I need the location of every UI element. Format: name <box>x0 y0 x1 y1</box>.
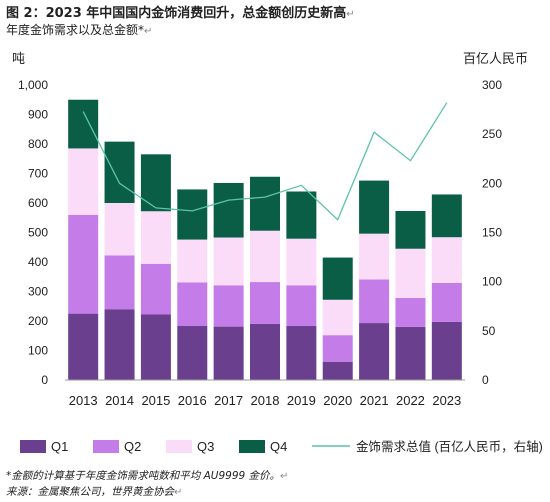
bar-q1-2017 <box>213 326 244 380</box>
y-tick-left: 1,000 <box>18 78 48 92</box>
legend-label-q2: Q2 <box>124 439 141 454</box>
bar-q4-2018 <box>250 176 280 231</box>
bar-q4-2019 <box>286 191 317 239</box>
x-tick-label: 2015 <box>141 393 170 408</box>
bar-q3-2016 <box>177 239 208 283</box>
bar-q1-2018 <box>250 323 280 380</box>
bar-q2-2013 <box>68 214 99 314</box>
y-tick-left: 800 <box>28 137 48 151</box>
bar-q1-2020 <box>322 361 353 380</box>
bar-q3-2015 <box>140 211 171 264</box>
legend-label-line: 金饰需求总值 (百亿人民币，右轴) <box>356 439 543 454</box>
bar-q2-2023 <box>431 282 462 322</box>
legend-label-q4: Q4 <box>270 439 287 454</box>
bar-q2-2022 <box>395 297 426 327</box>
y-tick-right: 150 <box>482 226 502 240</box>
y-axis-right-label: 百亿人民币 <box>463 51 528 66</box>
y-tick-left: 100 <box>28 344 48 358</box>
y-tick-left: 600 <box>28 196 48 210</box>
bar-q3-2022 <box>395 248 426 298</box>
bar-q4-2016 <box>177 189 208 240</box>
x-tick-label: 2018 <box>251 393 280 408</box>
bar-q2-2016 <box>177 282 208 327</box>
bar-q1-2021 <box>359 323 390 380</box>
bar-q3-2017 <box>213 237 244 286</box>
x-tick-label: 2023 <box>432 393 461 408</box>
bar-q4-2014 <box>104 141 135 203</box>
bar-q3-2014 <box>104 203 135 256</box>
bar-q1-2023 <box>431 321 462 380</box>
chart-subtitle: 年度金饰需求以及总金额*↵ <box>6 23 153 37</box>
y-tick-left: 300 <box>28 285 48 299</box>
legend-swatch-q3 <box>166 440 192 453</box>
x-tick-label: 2021 <box>360 393 389 408</box>
bar-q1-2013 <box>68 313 99 380</box>
bar-q2-2014 <box>104 255 135 310</box>
x-tick-label: 2016 <box>178 393 207 408</box>
bar-q1-2016 <box>177 326 208 380</box>
bar-q3-2021 <box>359 233 390 280</box>
footnote: *金额的计算基于年度金饰需求吨数和平均 AU9999 金价。↵ <box>6 470 289 482</box>
y-axis-left-label: 吨 <box>12 51 25 66</box>
page-title: 图 2：2023 年中国国内金饰消费回升，总金额创历史新高↵ <box>6 6 355 21</box>
y-tick-left: 500 <box>28 226 48 240</box>
legend-swatch-q1 <box>20 440 46 453</box>
y-tick-right: 300 <box>482 78 502 92</box>
bar-q3-2019 <box>286 238 317 286</box>
bar-q1-2015 <box>140 314 171 380</box>
bar-q2-2019 <box>286 285 317 327</box>
bar-q4-2022 <box>395 210 426 249</box>
y-tick-left: 400 <box>28 255 48 269</box>
x-tick-label: 2013 <box>69 393 98 408</box>
bar-q4-2023 <box>431 194 462 238</box>
bar-q3-2018 <box>250 230 280 283</box>
x-tick-label: 2022 <box>396 393 425 408</box>
bar-q4-2017 <box>213 182 244 238</box>
x-tick-label: 2019 <box>287 393 316 408</box>
y-tick-left: 0 <box>41 373 48 387</box>
x-tick-label: 2020 <box>323 393 352 408</box>
bar-q4-2015 <box>140 154 171 212</box>
x-tick-label: 2014 <box>105 393 134 408</box>
y-tick-right: 200 <box>482 176 502 190</box>
source-note: 来源：金属聚焦公司，世界黄金协会↵ <box>6 486 183 498</box>
bar-q2-2015 <box>140 263 171 315</box>
line-series-total-value <box>82 102 448 221</box>
y-tick-right: 50 <box>482 324 496 338</box>
y-tick-right: 250 <box>482 127 502 141</box>
bar-q4-2021 <box>359 180 390 234</box>
y-tick-left: 200 <box>28 314 48 328</box>
bar-q2-2020 <box>322 335 353 362</box>
bar-q1-2022 <box>395 326 426 380</box>
legend-label-q1: Q1 <box>51 439 68 454</box>
bar-q4-2013 <box>68 99 99 149</box>
x-tick-label: 2017 <box>214 393 243 408</box>
y-tick-left: 900 <box>28 108 48 122</box>
bar-q2-2018 <box>250 282 280 324</box>
bar-q2-2017 <box>213 285 244 327</box>
legend-swatch-q4 <box>239 440 265 453</box>
y-tick-left: 700 <box>28 167 48 181</box>
bar-q3-2013 <box>68 148 99 215</box>
bar-q1-2014 <box>104 309 135 380</box>
bar-q2-2021 <box>359 279 390 324</box>
chart: 吨 百亿人民币 0 100 200 300 400 500 600 700 800 900 1,000 0… <box>12 51 543 454</box>
bar-q3-2023 <box>431 237 462 283</box>
legend-swatch-q2 <box>93 440 119 453</box>
y-tick-right: 100 <box>482 275 502 289</box>
y-tick-right: 0 <box>482 373 489 387</box>
bar-q1-2019 <box>286 326 317 380</box>
bar-q4-2020 <box>322 257 353 300</box>
legend-label-q3: Q3 <box>197 439 214 454</box>
bar-q3-2020 <box>322 299 353 336</box>
